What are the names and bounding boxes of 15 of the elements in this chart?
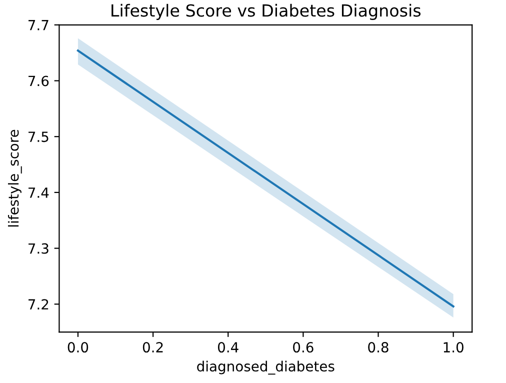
chart-title: Lifestyle Score vs Diabetes Diagnosis: [112, 4, 421, 20]
y-axis-title: lifestyle_score: [8, 130, 22, 227]
x-tick-label: 0.0: [68, 342, 88, 353]
x-tick-label: 1.0: [444, 342, 464, 353]
y-tick-label: 7.2: [28, 299, 48, 310]
y-tick-label: 7.4: [28, 188, 49, 198]
y-tick-label: 7.7: [28, 20, 48, 30]
x-axis-title: diagnosed_diabetes: [197, 360, 334, 375]
x-tick-label: 0.2: [142, 342, 163, 353]
x-tick-label: 0.6: [293, 342, 314, 353]
y-tick-label: 7.5: [28, 132, 48, 142]
y-tick-label: 7.6: [28, 76, 49, 86]
y-tick-label: 7.3: [28, 243, 48, 254]
x-tick-label: 0.8: [368, 342, 388, 353]
x-tick-label: 0.4: [218, 342, 238, 353]
